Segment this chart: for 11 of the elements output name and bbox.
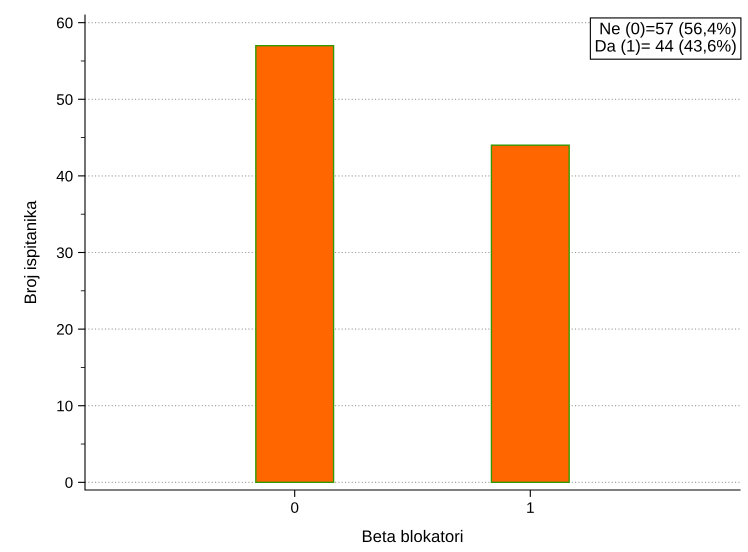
x-axis-title: Beta blokatori [362, 530, 462, 542]
y-axis-title: Broj ispitanika [24, 200, 40, 304]
y-tick-label: 30 [56, 247, 73, 258]
y-tick-label: 50 [56, 94, 73, 105]
y-tick-label: 60 [56, 18, 73, 28]
annotation: Ne (0)=57 (56,4%) Da (1)= 44 (43,6%) [596, 22, 736, 55]
y-tick-label: 40 [56, 170, 73, 182]
x-tick-label: 1 [527, 502, 534, 513]
y-tick-label: 10 [57, 400, 73, 412]
y-tick-label: 20 [56, 324, 73, 335]
y-tick-label: 0 [65, 477, 73, 488]
